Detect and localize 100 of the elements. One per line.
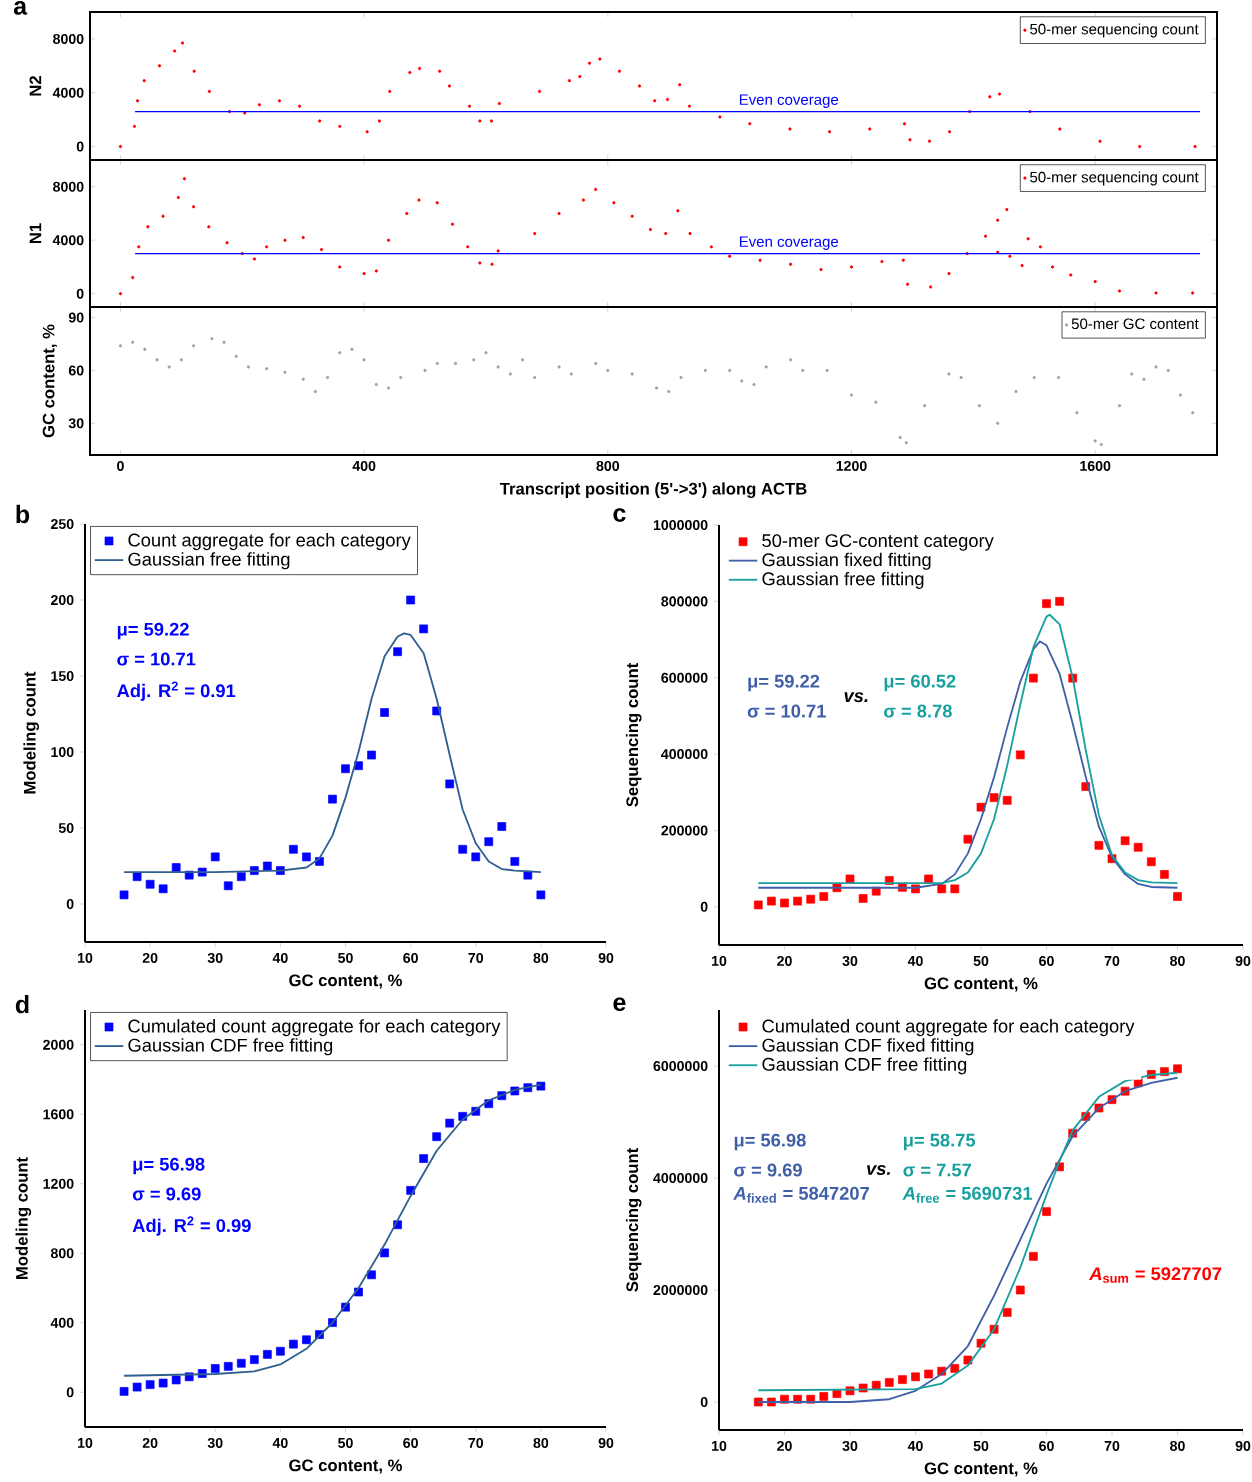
annotation: Adj. R$^{2}$ = 0.99 [132, 1216, 251, 1236]
x-tick-label: 50 [338, 1437, 353, 1448]
x-tick-label: 20 [142, 952, 158, 963]
legend-label: Cumulated count aggregate for each category [128, 1019, 501, 1037]
x-tick-label: 70 [468, 952, 484, 963]
legend-label: 50-mer GC-content category [762, 534, 994, 551]
legend-label: 50-mer sequencing count [1030, 23, 1199, 38]
legend-label: 50-mer sequencing count [1030, 171, 1199, 186]
y-tick-label: 60 [68, 365, 84, 376]
ref-line-label: Even coverage [739, 94, 839, 108]
annotation: σ = 7.57 [903, 1163, 972, 1177]
x-axis-title: Transcript position (5'->3') along ACTB [499, 482, 807, 498]
x-tick-label: 400 [352, 460, 376, 471]
x-tick-label: 90 [598, 952, 614, 963]
y-tick-label: 1200 [43, 1178, 74, 1189]
x-tick-label: 80 [1170, 1440, 1185, 1451]
y-tick-label: 0 [700, 901, 708, 912]
y-axis-title: Modeling count [15, 1157, 32, 1279]
annotation: vs. [867, 1165, 890, 1176]
x-tick-label: 50 [973, 1440, 989, 1451]
x-tick-label: 10 [712, 955, 727, 966]
annotation: μ= 56.98 [734, 1133, 806, 1151]
chart-title: a [13, 1, 28, 15]
x-tick-label: 1600 [1080, 460, 1111, 471]
annotation: μ= 56.98 [133, 1157, 205, 1175]
x-tick-label: 30 [207, 952, 223, 963]
y-axis-title: Modeling count [23, 671, 40, 794]
y-tick-label: 200000 [661, 825, 708, 836]
x-tick-label: 60 [1039, 955, 1054, 966]
x-tick-label: 90 [1235, 1440, 1251, 1451]
y-axis-title: Sequencing count [625, 1147, 642, 1292]
x-tick-label: 40 [907, 955, 923, 966]
x-tick-label: 60 [403, 1437, 418, 1448]
y-tick-label: 400000 [661, 749, 708, 760]
annotation: σ = 10.71 [747, 704, 826, 718]
annotation: σ = 9.69 [734, 1163, 802, 1177]
annotation: σ = 8.78 [884, 704, 952, 718]
x-axis-title: GC content, % [289, 974, 402, 989]
legend-label: Gaussian CDF free fitting [128, 1038, 333, 1056]
y-tick-label: 100 [51, 747, 74, 758]
x-tick-label: 90 [598, 1437, 614, 1448]
legend-label: Count aggregate for each category [128, 533, 411, 551]
x-tick-label: 70 [468, 1437, 484, 1448]
y-tick-label: 4000000 [653, 1173, 708, 1184]
x-tick-label: 1200 [836, 460, 867, 471]
chart-title: e [613, 997, 626, 1012]
x-tick-label: 70 [1104, 1440, 1120, 1451]
y-tick-label: 400 [50, 1317, 74, 1328]
y-tick-label: 600000 [661, 672, 708, 683]
y-tick-label: 150 [51, 671, 74, 682]
legend-label: 50-mer GC content [1071, 318, 1199, 330]
y-tick-label: 30 [68, 418, 84, 429]
x-tick-label: 50 [973, 955, 989, 966]
x-tick-label: 20 [777, 1440, 792, 1451]
x-tick-label: 60 [403, 952, 418, 963]
x-tick-label: 40 [272, 952, 288, 963]
y-tick-label: 1000000 [653, 520, 708, 531]
x-tick-label: 10 [78, 952, 93, 963]
x-axis-title: GC content, % [924, 1462, 1038, 1477]
x-tick-label: 30 [207, 1437, 223, 1448]
y-tick-label: 0 [66, 1387, 74, 1398]
legend-label: Gaussian CDF fixed fitting [762, 1038, 974, 1056]
x-tick-label: 0 [117, 460, 124, 471]
y-tick-label: 1600 [43, 1109, 74, 1120]
y-tick-label: 250 [50, 519, 74, 530]
annotation: μ= 58.75 [904, 1133, 976, 1151]
x-tick-label: 10 [78, 1437, 93, 1448]
legend-label: Cumulated count aggregate for each category [762, 1019, 1135, 1037]
chart-title: c [613, 508, 626, 522]
x-tick-label: 10 [712, 1440, 727, 1451]
y-tick-label: 0 [76, 141, 84, 152]
y-tick-label: 0 [66, 899, 74, 910]
x-tick-label: 70 [1104, 955, 1120, 966]
y-axis-title: N2 [29, 76, 42, 96]
y-tick-label: 4000 [52, 235, 84, 246]
chart-title: d [15, 995, 29, 1014]
x-tick-label: 800 [596, 460, 620, 471]
y-tick-label: 0 [700, 1397, 708, 1408]
legend-label: Gaussian free fitting [762, 571, 924, 589]
x-axis-title: GC content, % [289, 1459, 402, 1474]
y-tick-label: 800000 [661, 596, 708, 607]
annotation: A$_{sum}$ = 5927707 [1088, 1267, 1222, 1283]
annotation: μ= 59.22 [117, 622, 189, 640]
x-tick-label: 90 [1235, 955, 1251, 966]
x-tick-label: 20 [777, 955, 792, 966]
y-tick-label: 50 [58, 823, 74, 834]
y-tick-label: 200 [50, 595, 74, 606]
y-tick-label: 90 [68, 312, 84, 323]
annotation: A$_{free}$ = 5690731 [902, 1186, 1033, 1203]
y-axis-title: Sequencing count [625, 662, 642, 807]
annotation: μ= 60.52 [884, 674, 956, 692]
y-tick-label: 8000 [53, 181, 84, 192]
chart-title: b [16, 504, 30, 524]
x-tick-label: 40 [272, 1437, 288, 1448]
annotation: vs. [844, 692, 868, 703]
y-tick-label: 2000 [43, 1039, 74, 1050]
x-tick-label: 30 [842, 955, 858, 966]
legend-label: Gaussian fixed fitting [762, 552, 931, 570]
y-tick-label: 8000 [53, 33, 84, 44]
y-axis-title: N1 [29, 223, 42, 244]
